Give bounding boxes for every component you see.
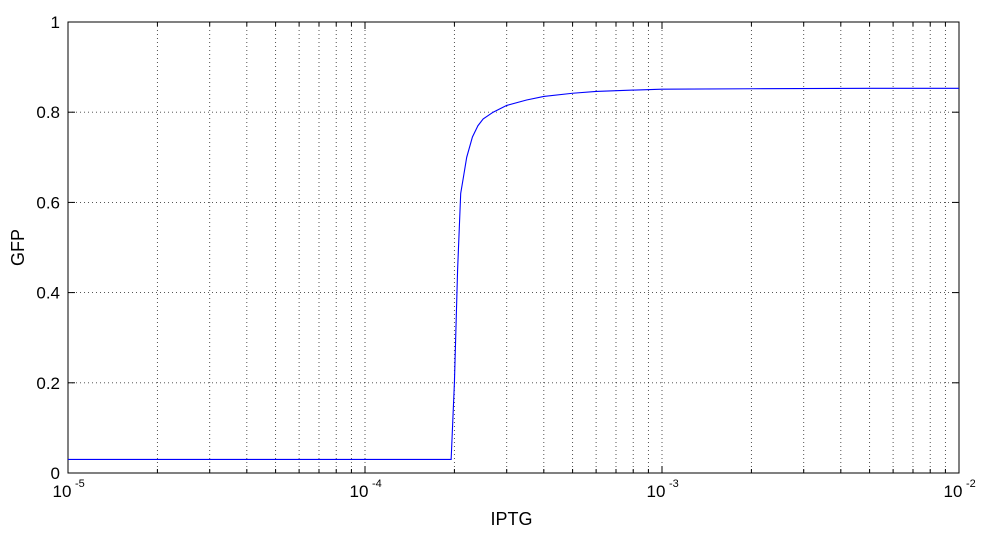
y-tick-label: 0.2 (36, 374, 60, 393)
y-tick-label: 0.4 (36, 284, 60, 303)
x-tick-exponent: -3 (669, 478, 679, 490)
series-group (68, 87, 959, 461)
x-tick-base: 10 (350, 482, 369, 501)
x-tick-base: 10 (647, 482, 666, 501)
x-axis-label: IPTG (490, 509, 532, 529)
y-tick-labels: 0 0.2 0.4 0.6 0.8 1 (36, 13, 60, 483)
y-tick-label: 0.8 (36, 103, 60, 122)
x-tick-exponent: -4 (372, 478, 382, 490)
x-tick-label: 10 -4 (350, 478, 382, 501)
grid (68, 22, 959, 473)
x-tick-base: 10 (53, 482, 72, 501)
x-tick-label: 10 -5 (53, 478, 85, 501)
x-tick-exponent: -2 (966, 478, 976, 490)
x-tick-label: 10 -2 (944, 478, 976, 501)
x-tick-labels: 10 -5 10 -4 10 -3 10 -2 (53, 478, 976, 501)
x-tick-label: 10 -3 (647, 478, 679, 501)
series-line (68, 87, 959, 461)
x-tick-base: 10 (944, 482, 963, 501)
plot-frame (67, 21, 960, 474)
x-tick-exponent: -5 (75, 478, 85, 490)
y-tick-label: 0 (51, 464, 60, 483)
y-axis-label: GFP (8, 229, 28, 266)
y-tick-label: 0.6 (36, 193, 60, 212)
ticks (68, 21, 959, 474)
y-tick-label: 1 (51, 13, 60, 32)
